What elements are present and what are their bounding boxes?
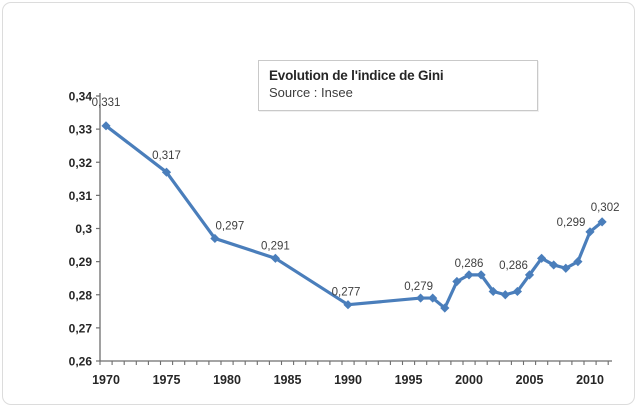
y-tick-label: 0,3 (75, 222, 92, 236)
y-tick-label: 0,29 (69, 255, 93, 269)
data-label-1975: 0,317 (152, 150, 181, 162)
y-tick-label: 0,34 (69, 90, 93, 104)
data-point-1979 (210, 233, 220, 244)
x-tick-label: 2000 (455, 373, 483, 387)
y-tick-label: 0,32 (69, 156, 93, 170)
y-tick-label: 0,31 (69, 189, 93, 203)
data-point-1990 (343, 300, 353, 310)
x-tick-label: 1995 (395, 373, 423, 387)
data-point-2009 (573, 257, 583, 267)
data-point-2005 (524, 270, 535, 280)
y-tick-label: 0,28 (69, 288, 93, 302)
data-point-2001 (476, 270, 486, 280)
data-point-1984 (270, 253, 280, 263)
data-point-2010 (585, 227, 595, 237)
x-tick-label: 1985 (274, 373, 302, 387)
data-point-2003 (500, 290, 510, 300)
data-point-2008 (561, 263, 571, 273)
x-tick-label: 1980 (213, 373, 241, 387)
page-frame: 0,26 0,27 0,28 0,29 0,3 0,31 0,32 0,33 0,34 1970 1… (2, 2, 635, 405)
data-label-1996: 0,279 (404, 281, 433, 293)
data-label-1984: 0,291 (261, 240, 290, 252)
y-tick-label: 0,33 (69, 123, 93, 137)
data-point-2002 (488, 286, 498, 297)
data-point-1975 (161, 167, 172, 177)
data-point-2011 (597, 217, 607, 227)
x-tick-label: 1970 (92, 373, 120, 387)
gini-chart: 0,26 0,27 0,28 0,29 0,3 0,31 0,32 0,33 0,34 1970 1… (3, 3, 634, 404)
data-label-1979: 0,297 (216, 220, 245, 232)
data-point-1970 (101, 121, 111, 131)
data-point-1996 (416, 293, 426, 303)
chart-title-box: Evolution de l'indice de Gini Source : I… (258, 60, 538, 111)
data-point-2006 (537, 253, 547, 263)
x-tick-label: 2005 (516, 373, 544, 387)
data-point-2004 (512, 286, 522, 297)
data-point-2007 (549, 260, 559, 270)
x-tick-label: 1990 (334, 373, 362, 387)
data-label-2005: 0,286 (499, 260, 528, 272)
x-tick-label: 2010 (576, 373, 604, 387)
y-tick-label: 0,26 (69, 355, 93, 369)
line-plot: 0,26 0,27 0,28 0,29 0,3 0,31 0,32 0,33 0,34 1970 1… (69, 90, 620, 388)
data-label-2011: 0,302 (591, 202, 620, 214)
data-point-1998 (440, 303, 450, 313)
data-label-1970: 0,331 (92, 97, 121, 109)
data-label-2010: 0,299 (557, 217, 586, 229)
chart-title: Evolution de l'indice de Gini (269, 68, 444, 83)
x-tick-label: 1975 (153, 373, 181, 387)
y-tick-label: 0,27 (69, 321, 93, 335)
data-label-1990: 0,277 (332, 287, 361, 299)
data-point-1999 (452, 276, 462, 287)
data-point-1997 (428, 293, 438, 303)
data-label-2000: 0,286 (455, 258, 484, 270)
data-point-2000 (464, 270, 474, 280)
chart-source: Source : Insee (269, 85, 353, 100)
